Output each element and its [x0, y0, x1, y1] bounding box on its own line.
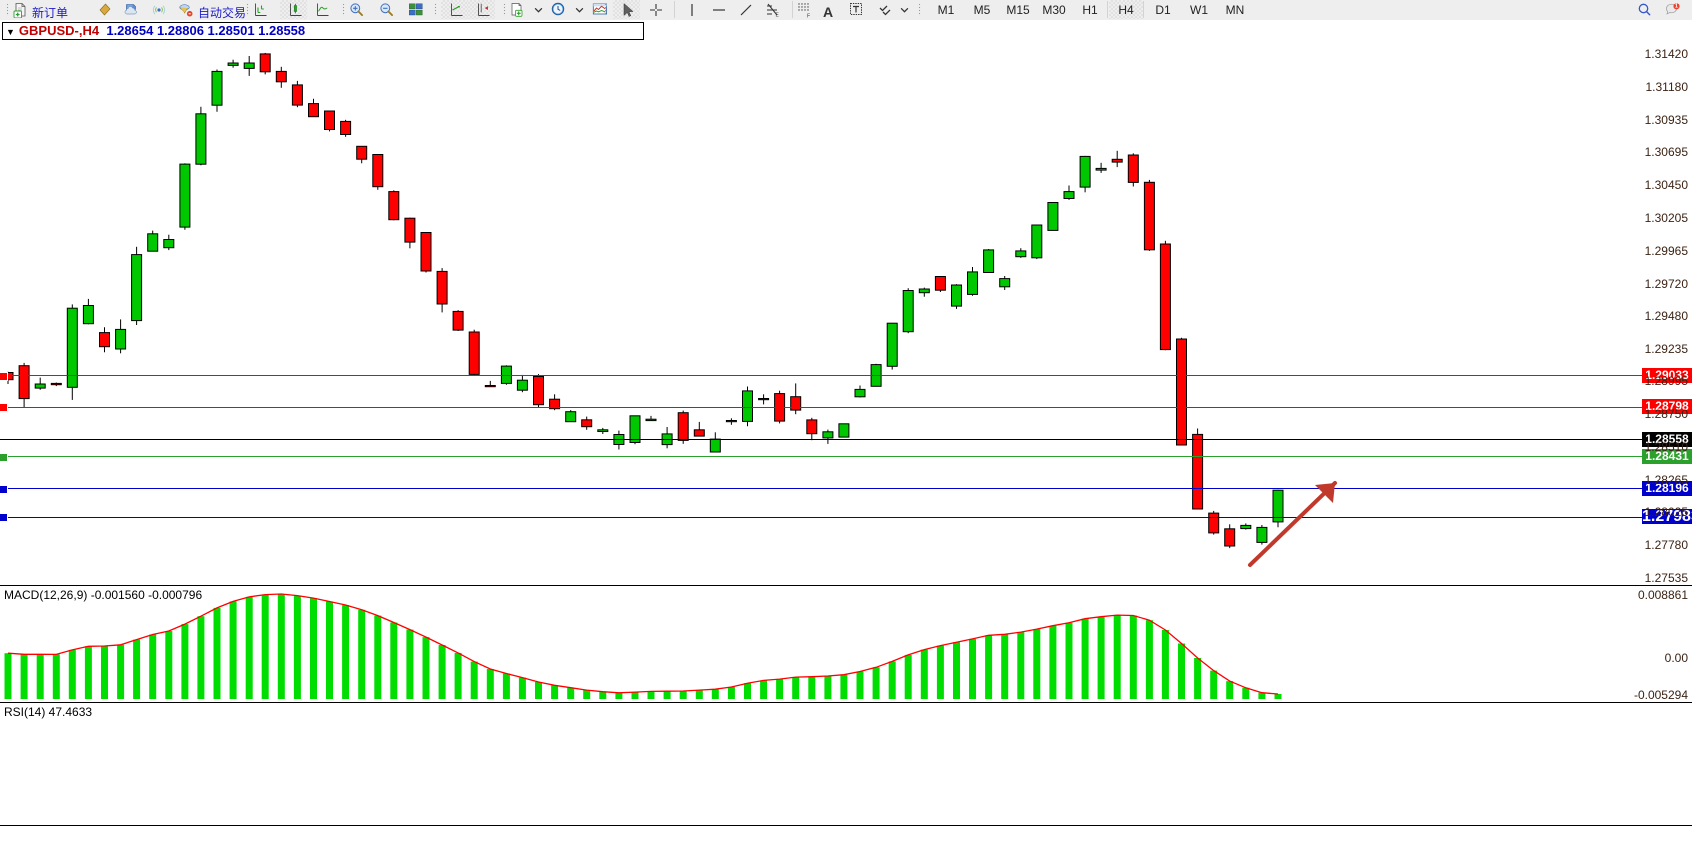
svg-text:1: 1	[1675, 4, 1678, 10]
svg-text:E: E	[776, 13, 780, 19]
svg-text:F: F	[807, 14, 810, 19]
